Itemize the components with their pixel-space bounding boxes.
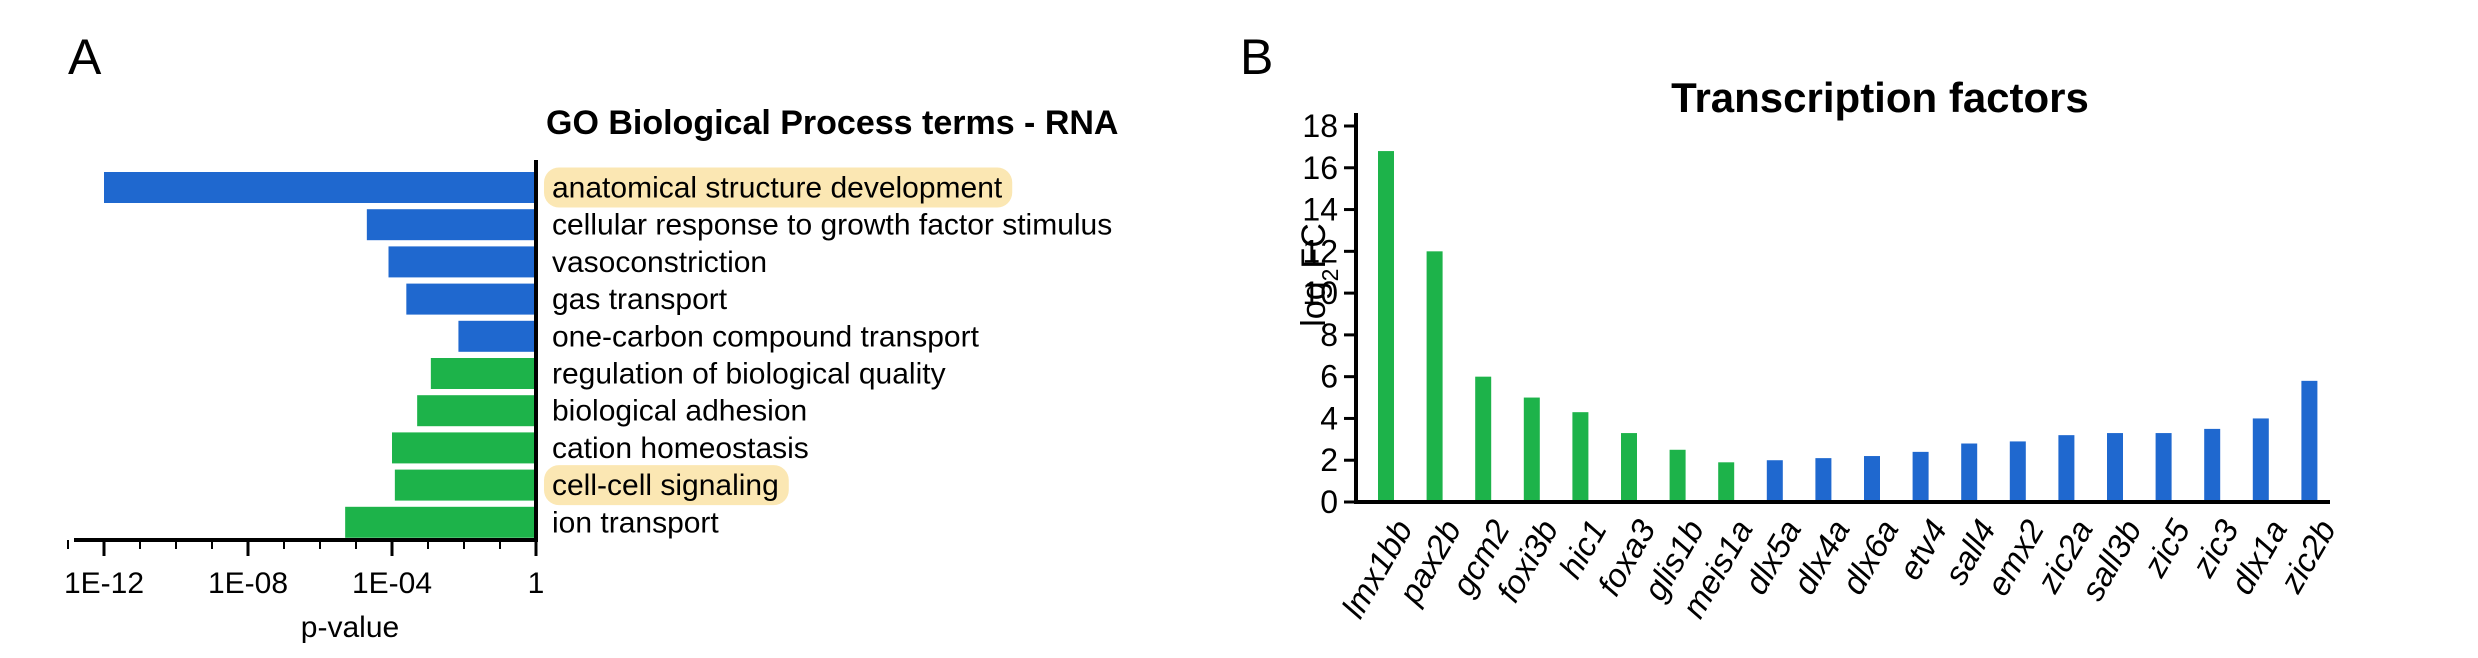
bar-label-3: gas transport bbox=[552, 283, 728, 316]
bar-3 bbox=[406, 283, 536, 315]
chart-b-title: Transcription factors bbox=[1671, 74, 2089, 121]
bar-dlx1a bbox=[2252, 418, 2269, 502]
bar-label-8: cell-cell signaling bbox=[552, 469, 779, 502]
chart-b-y-label-main: log bbox=[1295, 281, 1333, 326]
bar-dlx4a bbox=[1815, 458, 1832, 502]
bar-5 bbox=[430, 358, 536, 389]
bar-label-1: cellular response to growth factor stimu… bbox=[552, 209, 1112, 242]
bar-sall3b bbox=[2107, 433, 2123, 502]
chart-b-y-label-tail: FC bbox=[1295, 223, 1333, 268]
bar-label-0: anatomical structure development bbox=[552, 172, 1003, 205]
svg-text:log2FC: log2FC bbox=[1295, 223, 1343, 327]
bar-dlx5a bbox=[1766, 460, 1783, 502]
bar-glis1b bbox=[1669, 449, 1686, 502]
panel-letter-b: B bbox=[1240, 29, 1274, 85]
bar-zic5 bbox=[2155, 433, 2172, 502]
bar-zic2b bbox=[2301, 380, 2318, 502]
bar-etv4 bbox=[1912, 451, 1929, 502]
y-tick-label-4: 8 bbox=[1320, 317, 1338, 353]
x-tick-label-zic5: zic5 bbox=[2135, 513, 2197, 584]
x-tick-label-2: 1E-04 bbox=[352, 567, 432, 600]
bar-label-6: biological adhesion bbox=[552, 395, 807, 428]
bar-8 bbox=[394, 469, 536, 501]
y-tick-label-6: 12 bbox=[1302, 233, 1338, 269]
bar-pax2b bbox=[1426, 251, 1443, 502]
bar-gcm2 bbox=[1475, 376, 1492, 502]
chart-a-title: GO Biological Process terms - RNA bbox=[546, 104, 1119, 142]
bar-label-5: regulation of biological quality bbox=[552, 358, 946, 391]
x-tick-label-3: 1 bbox=[528, 567, 545, 600]
bar-dlx6a bbox=[1864, 456, 1880, 502]
bar-0 bbox=[104, 172, 536, 203]
chart-b-y-ticks: 0 2 4 6 8 10 12 14 16 18 bbox=[1302, 108, 1356, 520]
x-tick-label-1: 1E-08 bbox=[208, 567, 288, 600]
go-terms-bar-chart: GO Biological Process terms - RNA anatom… bbox=[64, 104, 1119, 644]
y-tick-label-1: 2 bbox=[1320, 442, 1338, 478]
y-tick-label-5: 10 bbox=[1302, 275, 1338, 311]
bar-hic1 bbox=[1572, 412, 1589, 502]
bar-1 bbox=[366, 209, 536, 241]
chart-b-y-label: log2FC bbox=[1295, 223, 1343, 327]
y-tick-label-9: 18 bbox=[1302, 108, 1338, 144]
bar-9 bbox=[345, 506, 536, 538]
y-tick-label-8: 16 bbox=[1302, 150, 1338, 186]
bar-4 bbox=[458, 320, 536, 352]
bar-label-highlight-8 bbox=[544, 465, 789, 506]
chart-b-x-tick-labels: lmx1bbpax2bgcm2foxi3bhic1foxa3glis1bmeis… bbox=[1334, 513, 2343, 624]
bar-label-highlight-0 bbox=[544, 167, 1013, 208]
bar-zic3 bbox=[2204, 428, 2221, 502]
bar-sall4 bbox=[1961, 443, 1978, 502]
chart-a-bars: anatomical structure development cellular… bbox=[104, 167, 1112, 539]
panel-letter-a: A bbox=[68, 29, 102, 85]
bar-7 bbox=[392, 432, 536, 464]
chart-b-y-label-sub: 2 bbox=[1317, 269, 1343, 282]
bar-label-2: vasoconstriction bbox=[552, 246, 767, 279]
y-tick-label-2: 4 bbox=[1320, 400, 1338, 436]
bar-label-4: one-carbon compound transport bbox=[552, 320, 980, 353]
y-tick-label-0: 0 bbox=[1320, 484, 1338, 520]
chart-a-ticks: 1E-12 1E-08 1E-04 1 bbox=[64, 540, 544, 600]
transcription-factors-bar-chart: Transcription factors log2FC 02468101214… bbox=[1295, 74, 2343, 624]
bar-label-9: ion transport bbox=[552, 506, 719, 539]
bar-label-7: cation homeostasis bbox=[552, 432, 809, 465]
bar-foxi3b bbox=[1523, 397, 1540, 502]
y-tick-label-3: 6 bbox=[1320, 359, 1338, 395]
bar-lmx1bb bbox=[1378, 151, 1394, 503]
bar-meis1a bbox=[1718, 462, 1735, 502]
x-tick-label-0: 1E-12 bbox=[64, 567, 144, 600]
bar-6 bbox=[417, 395, 536, 427]
chart-a-x-label: p-value bbox=[301, 611, 399, 644]
y-tick-label-7: 14 bbox=[1302, 192, 1338, 228]
bar-2 bbox=[388, 246, 536, 278]
bar-foxa3 bbox=[1621, 433, 1637, 502]
chart-b-bars bbox=[1378, 151, 2318, 503]
bar-emx2 bbox=[2009, 441, 2026, 502]
bar-zic2a bbox=[2058, 435, 2075, 502]
